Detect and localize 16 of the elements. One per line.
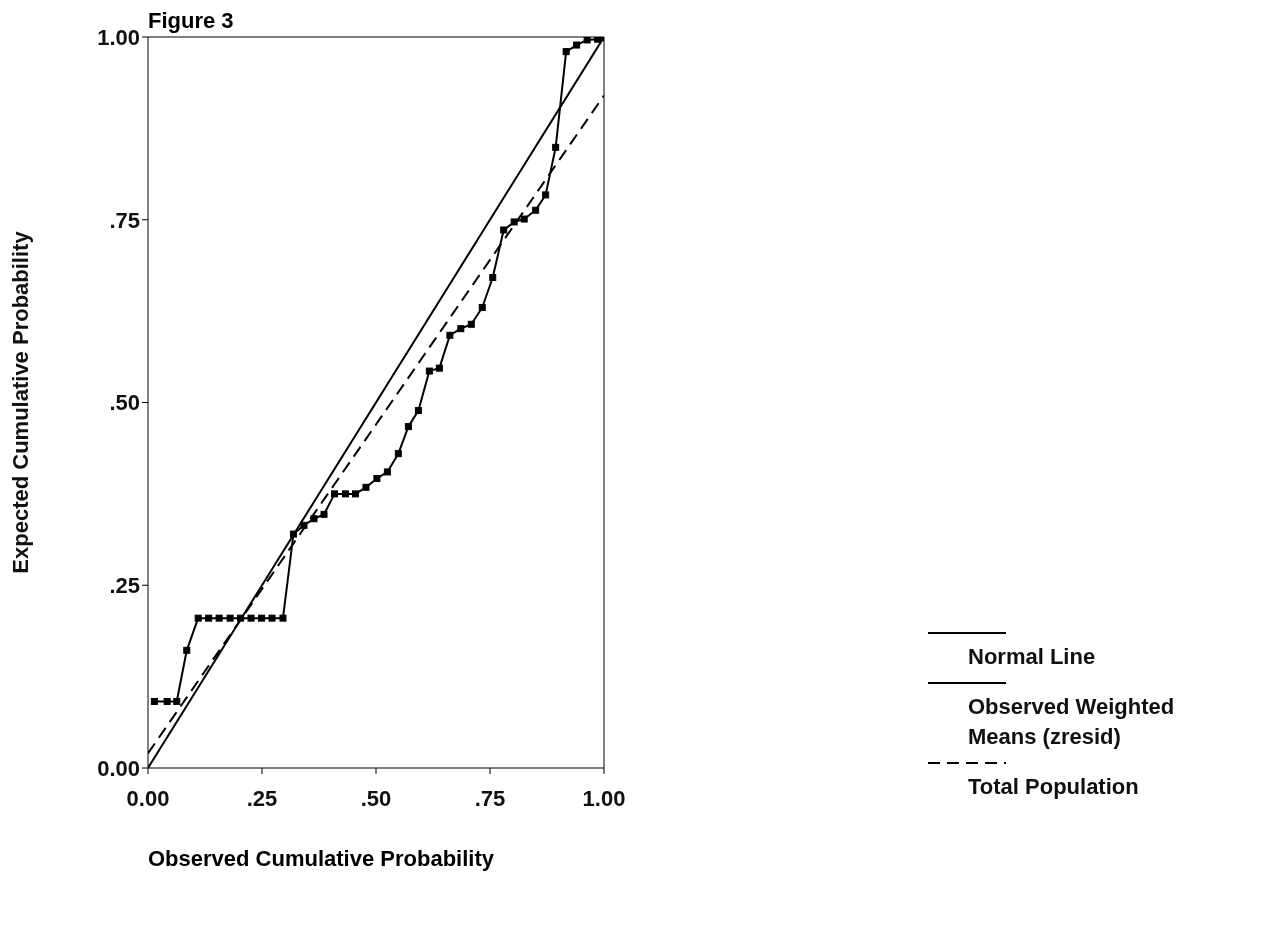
- x-axis-title: Observed Cumulative Probability: [148, 846, 494, 872]
- legend-label: Normal Line: [968, 643, 1097, 671]
- y-tick-label: .50: [109, 390, 140, 416]
- y-tick-label: .25: [109, 573, 140, 599]
- chart-title: Figure 3: [148, 8, 234, 34]
- y-tick-label: 0.00: [97, 755, 140, 781]
- y-axis-title: Expected Cumulative Probability: [7, 230, 33, 574]
- y-tick-label: .75: [109, 207, 140, 233]
- x-tick-label: 1.00: [582, 785, 626, 811]
- y-tick-label: 1.00: [97, 24, 140, 50]
- legend-label: Total Population: [968, 773, 1140, 801]
- legend-label: Observed Weighted Means (zresid): [968, 693, 1176, 751]
- x-tick-label: .75: [474, 785, 506, 811]
- x-tick-label: .50: [360, 785, 392, 811]
- x-tick-label: 0.00: [126, 785, 170, 811]
- x-tick-label: .25: [246, 785, 278, 811]
